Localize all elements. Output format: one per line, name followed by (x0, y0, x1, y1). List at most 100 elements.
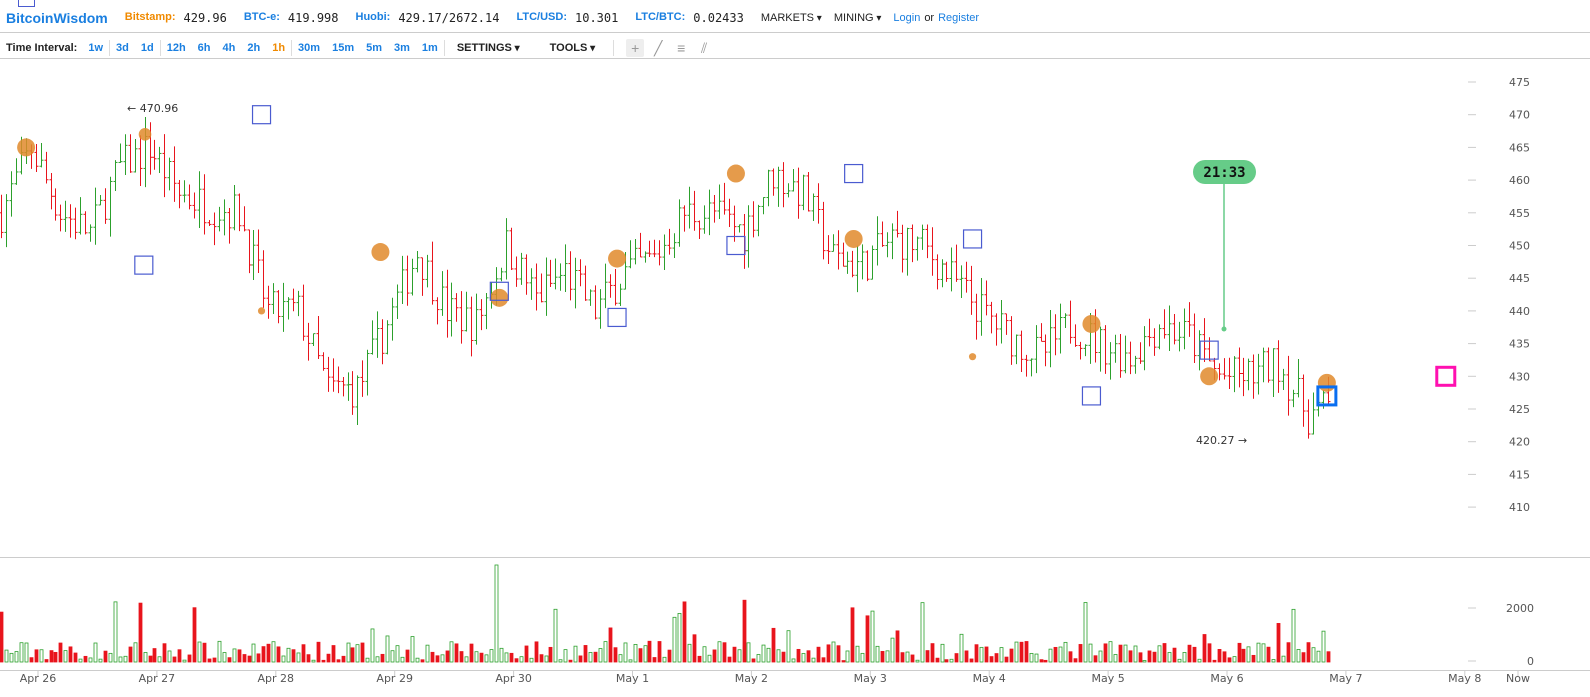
interval-30m[interactable]: 30m (298, 42, 321, 54)
ticker-label: Bitstamp: (124, 11, 176, 23)
volume-bar (1256, 642, 1261, 663)
ticker-label: Huobi: (355, 11, 391, 23)
interval-5m[interactable]: 5m (366, 42, 383, 54)
volume-bar (380, 653, 385, 663)
volume-bar (232, 648, 237, 663)
volume-bar (68, 646, 73, 663)
volume-bar (737, 649, 742, 663)
fan-icon[interactable]: ⫽ (701, 39, 708, 56)
volume-bar (172, 656, 177, 663)
volume-bar (672, 616, 677, 663)
countdown-text: 21:33 (1203, 165, 1245, 181)
volume-bar (1118, 644, 1123, 663)
volume-bar (657, 641, 662, 663)
volume-bar (578, 655, 583, 663)
target-square (1435, 365, 1457, 387)
line-icon[interactable]: ╱ (653, 39, 663, 56)
volume-bar (900, 652, 905, 663)
volume-bar (628, 659, 633, 663)
interval-1h[interactable]: 1h (272, 42, 286, 54)
x-tick-label: Apr 28 (258, 672, 295, 685)
volume-bar (1019, 641, 1024, 663)
volume-bar (464, 656, 469, 663)
volume-bar (801, 653, 806, 663)
x-tick-label: May 8 (1448, 672, 1481, 685)
ticker-value: 419.998 (287, 11, 339, 25)
x-tick-label: May 5 (1091, 672, 1124, 685)
crosshair-icon[interactable]: + (626, 39, 645, 57)
volume-bar (994, 653, 999, 663)
register-link[interactable]: Register (938, 12, 980, 24)
volume-bar (479, 652, 484, 663)
volume-bar (944, 659, 949, 663)
volume-bar (306, 654, 311, 663)
login-link[interactable]: Login (893, 12, 921, 24)
volume-bar (885, 650, 890, 663)
interval-3m[interactable]: 3m (394, 42, 410, 54)
price-tick-label: 445 (1509, 272, 1530, 285)
volume-bar (1138, 652, 1143, 663)
volume-bar (845, 650, 850, 663)
volume-bar (484, 654, 489, 663)
volume-bar (1281, 655, 1286, 663)
volume-bar (1093, 655, 1098, 663)
volume-bar (514, 658, 519, 663)
volume-bar (474, 651, 479, 663)
logo[interactable]: BitcoinWisdom (6, 10, 108, 26)
horizontal-lines-icon[interactable]: ≡ (677, 40, 686, 56)
settings-dropdown[interactable]: SETTINGS (457, 42, 520, 54)
volume-bar (1053, 646, 1058, 663)
volume-bar (445, 650, 450, 663)
volume-bar (415, 657, 420, 663)
volume-bar (331, 645, 336, 663)
volume-bar (1321, 630, 1326, 663)
interval-12h[interactable]: 12h (166, 42, 186, 54)
volume-bar (974, 644, 979, 663)
volume-bar (1286, 642, 1291, 663)
volume-bar (821, 657, 826, 663)
low-label: 420.27 → (1196, 434, 1247, 447)
volume-bar (187, 654, 192, 663)
volume-bar (583, 645, 588, 663)
volume-bar (1083, 602, 1088, 663)
price-tick-label: 420 (1509, 436, 1530, 449)
volume-bar (652, 657, 657, 663)
volume-bar (73, 652, 78, 663)
price-tick-label: 460 (1509, 174, 1530, 187)
interval-1d[interactable]: 1d (140, 42, 154, 54)
ticker-label: LTC/USD: (516, 11, 567, 23)
volume-bar (157, 656, 162, 663)
mining-menu[interactable]: MINING (834, 12, 882, 24)
volume-bar (692, 634, 697, 663)
interval-2h[interactable]: 2h (247, 42, 261, 54)
volume-bar (964, 650, 969, 663)
interval-15m[interactable]: 15m (332, 42, 355, 54)
price-tick-label: 430 (1509, 370, 1530, 383)
current-price-square (1316, 385, 1338, 407)
volume-bar (667, 649, 672, 663)
x-tick-label: May 7 (1329, 672, 1362, 685)
markets-menu[interactable]: MARKETS (761, 12, 822, 24)
volume-bar (553, 608, 558, 663)
trade-circle-marker (844, 229, 863, 248)
interval-1m[interactable]: 1m (421, 42, 438, 54)
volume-bar (662, 656, 667, 663)
volume-bar (1222, 651, 1227, 663)
ticker-value: 429.17/2672.14 (398, 11, 500, 25)
volume-bar (1316, 650, 1321, 663)
volume-tick-label: 0 (1527, 655, 1534, 668)
interval-1w[interactable]: 1w (88, 42, 104, 54)
high-label: ← 470.96 (127, 102, 178, 115)
countdown-badge (1193, 160, 1256, 184)
price-tick-label: 410 (1509, 501, 1530, 514)
interval-6h[interactable]: 6h (197, 42, 211, 54)
volume-bar (920, 602, 925, 663)
volume-bar (999, 647, 1004, 663)
volume-bar (227, 657, 232, 663)
volume-bar (1073, 658, 1078, 663)
interval-4h[interactable]: 4h (222, 42, 236, 54)
interval-3d[interactable]: 3d (116, 42, 129, 54)
tools-dropdown[interactable]: TOOLS (550, 42, 596, 54)
volume-bar (786, 630, 791, 663)
